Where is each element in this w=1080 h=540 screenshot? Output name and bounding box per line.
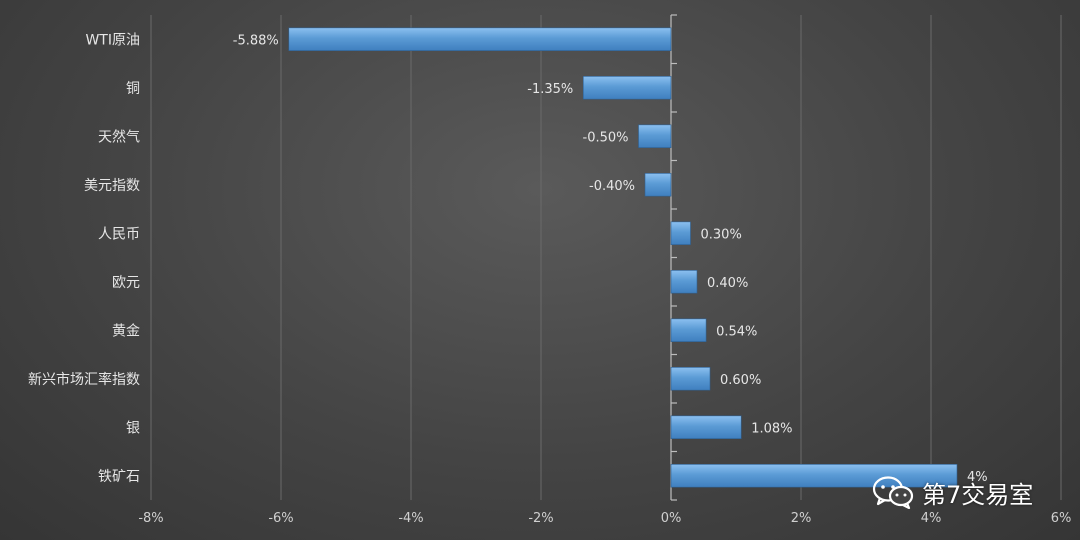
bar bbox=[670, 415, 742, 439]
data-label: -0.40% bbox=[589, 179, 635, 194]
x-tick-label: -4% bbox=[398, 511, 423, 526]
category-label: 天然气 bbox=[98, 128, 140, 145]
bar bbox=[670, 367, 711, 391]
data-label: -5.88% bbox=[233, 33, 279, 48]
data-label: 0.54% bbox=[716, 324, 757, 339]
x-tick-label: 4% bbox=[921, 511, 942, 526]
category-label: 欧元 bbox=[112, 275, 140, 291]
bars bbox=[288, 27, 958, 488]
data-label: -0.50% bbox=[583, 130, 629, 145]
x-tick-label: -2% bbox=[528, 511, 553, 526]
bar bbox=[670, 221, 691, 245]
x-tick-label: -6% bbox=[268, 511, 293, 526]
category-label: 铜 bbox=[126, 81, 140, 97]
category-label: 人民币 bbox=[98, 226, 140, 242]
data-label: 0.30% bbox=[701, 227, 742, 242]
x-tick-label: 0% bbox=[661, 511, 682, 526]
x-tick-label: 6% bbox=[1051, 511, 1072, 526]
data-label: 0.60% bbox=[720, 373, 761, 388]
category-label: 银 bbox=[126, 420, 140, 436]
category-label: 铁矿石 bbox=[98, 469, 140, 485]
category-label: 美元指数 bbox=[84, 178, 140, 194]
x-tick-labels: -8% -6% -4% -2% 0% 2% 4% 6% bbox=[138, 511, 1071, 526]
category-label: WTI原油 bbox=[85, 32, 140, 48]
watermark: 第7交易室 bbox=[872, 474, 1033, 510]
bar bbox=[288, 27, 672, 51]
x-tick-label: 2% bbox=[791, 511, 812, 526]
bar bbox=[670, 464, 958, 488]
bar bbox=[638, 124, 672, 148]
gridlines bbox=[150, 15, 1062, 500]
x-tick-label: -8% bbox=[138, 511, 163, 526]
data-labels: -5.88% -1.35% -0.50% -0.40% 0.30% 0.40% 0.54% 0… bbox=[233, 33, 988, 485]
bar bbox=[644, 173, 672, 197]
category-label: 黄金 bbox=[112, 322, 140, 339]
wechat-icon bbox=[872, 476, 914, 509]
bar bbox=[670, 270, 698, 294]
data-label: 4% bbox=[967, 470, 988, 485]
watermark-text: 第7交易室 bbox=[922, 480, 1034, 509]
data-label: 1.08% bbox=[751, 421, 792, 436]
bar bbox=[670, 318, 707, 342]
category-label: 新兴市场汇率指数 bbox=[28, 371, 140, 388]
data-label: -1.35% bbox=[527, 82, 573, 97]
data-label: 0.40% bbox=[707, 276, 748, 291]
bar bbox=[582, 76, 672, 100]
